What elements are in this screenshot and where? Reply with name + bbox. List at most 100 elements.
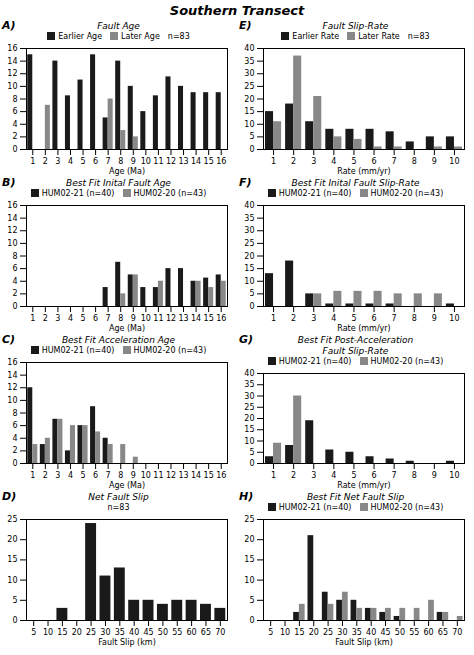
svg-text:25: 25: [7, 515, 17, 524]
svg-text:30: 30: [337, 628, 347, 637]
svg-text:3: 3: [311, 314, 316, 323]
svg-text:10: 10: [449, 314, 459, 323]
svg-text:5: 5: [249, 448, 254, 457]
svg-text:35: 35: [244, 380, 254, 389]
svg-text:5: 5: [249, 596, 254, 605]
svg-text:2: 2: [12, 446, 17, 455]
svg-text:40: 40: [129, 628, 139, 637]
svg-text:7: 7: [106, 314, 111, 323]
svg-text:6: 6: [12, 421, 17, 430]
svg-text:65: 65: [201, 628, 211, 637]
svg-text:3: 3: [311, 471, 316, 480]
svg-text:10: 10: [7, 239, 17, 248]
svg-text:0: 0: [249, 616, 254, 625]
svg-text:10: 10: [141, 471, 151, 480]
svg-text:8: 8: [12, 252, 17, 261]
svg-text:6: 6: [93, 157, 98, 166]
svg-text:8: 8: [118, 471, 123, 480]
svg-text:2: 2: [43, 471, 48, 480]
svg-text:Rate (mm/yr): Rate (mm/yr): [337, 324, 390, 333]
svg-text:Age (Ma): Age (Ma): [109, 167, 145, 176]
svg-text:1: 1: [30, 471, 35, 480]
svg-text:0: 0: [249, 459, 254, 468]
svg-text:25: 25: [244, 403, 254, 412]
svg-text:Rate (mm/yr): Rate (mm/yr): [337, 481, 390, 490]
svg-text:8: 8: [12, 95, 17, 104]
svg-text:0: 0: [249, 145, 254, 154]
svg-text:0: 0: [12, 459, 17, 468]
svg-text:2: 2: [12, 132, 17, 141]
svg-text:15: 15: [57, 628, 67, 637]
svg-text:12: 12: [166, 157, 176, 166]
svg-text:7: 7: [392, 157, 397, 166]
svg-text:6: 6: [12, 107, 17, 116]
svg-text:12: 12: [7, 226, 17, 235]
svg-text:60: 60: [424, 628, 434, 637]
svg-text:Fault Slip (km): Fault Slip (km): [335, 638, 393, 647]
svg-text:5: 5: [351, 471, 356, 480]
svg-text:9: 9: [131, 157, 136, 166]
svg-text:7: 7: [392, 471, 397, 480]
svg-text:1: 1: [271, 157, 276, 166]
svg-text:15: 15: [204, 471, 214, 480]
svg-text:2: 2: [43, 157, 48, 166]
svg-text:10: 10: [141, 314, 151, 323]
svg-text:16: 16: [216, 157, 226, 166]
svg-text:3: 3: [311, 157, 316, 166]
svg-text:12: 12: [7, 69, 17, 78]
svg-text:7: 7: [392, 314, 397, 323]
svg-text:12: 12: [7, 383, 17, 392]
svg-text:5: 5: [351, 157, 356, 166]
svg-text:6: 6: [93, 314, 98, 323]
svg-text:5: 5: [31, 628, 36, 637]
svg-text:11: 11: [153, 314, 163, 323]
svg-text:9: 9: [432, 157, 437, 166]
svg-text:3: 3: [55, 314, 60, 323]
svg-text:15: 15: [244, 107, 254, 116]
svg-text:20: 20: [72, 628, 82, 637]
svg-text:10: 10: [7, 82, 17, 91]
svg-text:10: 10: [280, 628, 290, 637]
svg-text:9: 9: [432, 471, 437, 480]
svg-text:45: 45: [143, 628, 153, 637]
svg-text:2: 2: [291, 157, 296, 166]
svg-text:10: 10: [244, 576, 254, 585]
svg-text:6: 6: [12, 264, 17, 273]
svg-text:65: 65: [438, 628, 448, 637]
svg-text:50: 50: [158, 628, 168, 637]
svg-text:30: 30: [244, 392, 254, 401]
svg-text:13: 13: [178, 157, 188, 166]
svg-text:35: 35: [244, 57, 254, 66]
svg-text:0: 0: [12, 302, 17, 311]
svg-text:Fault Slip (km): Fault Slip (km): [98, 638, 156, 647]
svg-text:20: 20: [244, 252, 254, 261]
svg-text:8: 8: [412, 471, 417, 480]
svg-text:16: 16: [7, 358, 17, 367]
svg-text:1: 1: [271, 314, 276, 323]
svg-text:55: 55: [172, 628, 182, 637]
svg-text:25: 25: [86, 628, 96, 637]
svg-text:10: 10: [7, 396, 17, 405]
svg-text:20: 20: [244, 535, 254, 544]
svg-text:70: 70: [452, 628, 462, 637]
svg-text:4: 4: [12, 120, 17, 129]
svg-text:4: 4: [68, 314, 73, 323]
svg-text:8: 8: [412, 314, 417, 323]
svg-text:1: 1: [271, 471, 276, 480]
svg-text:14: 14: [191, 471, 201, 480]
svg-text:Age (Ma): Age (Ma): [109, 481, 145, 490]
svg-text:14: 14: [7, 371, 17, 380]
svg-text:1: 1: [30, 157, 35, 166]
svg-text:11: 11: [153, 471, 163, 480]
svg-text:16: 16: [7, 201, 17, 210]
svg-text:40: 40: [244, 201, 254, 210]
svg-text:12: 12: [166, 314, 176, 323]
svg-text:7: 7: [106, 471, 111, 480]
svg-text:5: 5: [351, 314, 356, 323]
svg-text:10: 10: [244, 437, 254, 446]
svg-text:5: 5: [249, 132, 254, 141]
svg-text:5: 5: [268, 628, 273, 637]
svg-text:11: 11: [153, 157, 163, 166]
svg-text:7: 7: [106, 157, 111, 166]
svg-text:30: 30: [244, 226, 254, 235]
